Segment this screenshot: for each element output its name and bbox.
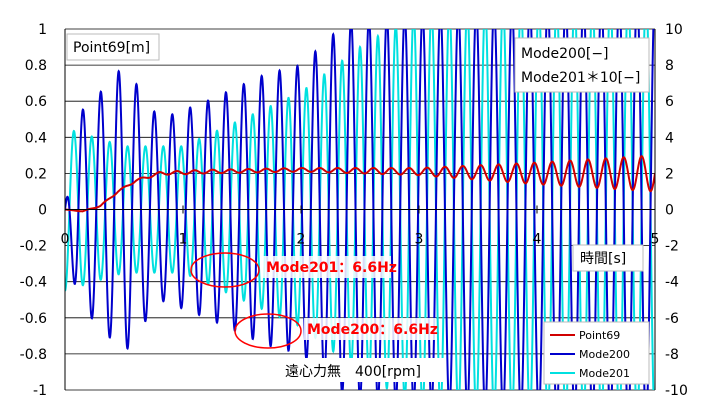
x-tick-label: 3 <box>415 232 424 248</box>
y-right-tick-label: 4 <box>665 130 674 146</box>
y-left-tick-label: -0.4 <box>20 275 47 291</box>
y-right-tick-label: -8 <box>665 347 679 363</box>
y-right-tick-label: -10 <box>665 383 688 399</box>
annotation-ellipse <box>234 313 302 349</box>
x-tick-label: 5 <box>651 232 660 248</box>
y-right-tick-label: -4 <box>665 275 679 291</box>
grid <box>65 28 655 391</box>
legend: Point69 Mode200 Mode201 <box>543 321 650 385</box>
series-layer <box>65 29 655 390</box>
series-line-point69 <box>65 155 655 213</box>
series-line-mode201 <box>65 29 655 390</box>
x-tick-label: 1 <box>179 232 188 248</box>
x-axis-label: 時間[s] <box>580 251 626 267</box>
annotation-mode201: Mode201：6.6Hz <box>190 252 397 288</box>
footnote-box: 遠心力無 400[rpm] <box>277 358 445 382</box>
y-right-tick-label: 6 <box>665 94 674 110</box>
legend-label: Mode201 <box>579 367 630 380</box>
annotation-mode200-text: Mode200：6.6Hz <box>307 322 438 338</box>
x-label-box: 時間[s] <box>572 244 644 272</box>
y-right-tick-label: -2 <box>665 239 679 255</box>
x-tick-label: 0 <box>61 232 70 248</box>
y-left-tick-label: -0.2 <box>20 239 47 255</box>
annotation-ellipse <box>190 252 260 288</box>
legend-item-mode201: Mode201 <box>550 367 630 380</box>
tick-labels: 1 100.8 80.6 60.4 40.2 20 0-0.2 -2-0.4 -4-0.6 -6-… <box>20 22 688 399</box>
footnote: 遠心力無 400[rpm] <box>285 364 421 380</box>
y-left-tick-label: 0.8 <box>25 58 47 74</box>
legend-item-point69: Point69 <box>550 329 620 342</box>
y-left-tick-label: 1 <box>38 22 47 38</box>
series-line-mode200 <box>65 29 655 390</box>
y-right-label-line1: Mode200[−] <box>521 46 609 62</box>
y-left-tick-label: 0 <box>38 203 47 219</box>
y-right-tick-label: 10 <box>665 22 683 38</box>
y-left-tick-label: -0.8 <box>20 347 47 363</box>
legend-label: Mode200 <box>579 348 630 361</box>
y-right-label-line2: Mode201＊10[−] <box>521 70 640 86</box>
y-right-label-box: Mode200[−] Mode201＊10[−] <box>514 37 650 93</box>
axes <box>64 29 656 390</box>
y-left-tick-label: 0.4 <box>25 130 47 146</box>
annotation-mode201-text: Mode201：6.6Hz <box>266 260 397 276</box>
y-right-tick-label: 2 <box>665 166 674 182</box>
x-tick-label: 4 <box>533 232 542 248</box>
annotation-mode200: Mode200：6.6Hz <box>234 313 438 349</box>
x-tick-label: 2 <box>297 232 306 248</box>
legend-label: Point69 <box>579 329 620 342</box>
y-left-tick-label: 0.2 <box>25 166 47 182</box>
legend-item-mode200: Mode200 <box>550 348 630 361</box>
y-right-tick-label: -6 <box>665 311 679 327</box>
y-left-tick-label: -0.6 <box>20 311 47 327</box>
y-right-tick-label: 8 <box>665 58 674 74</box>
y-left-label: Point69[m] <box>73 40 150 56</box>
y-left-tick-label: -1 <box>33 383 47 399</box>
y-left-label-box: Point69[m] <box>66 33 160 61</box>
y-right-tick-label: 0 <box>665 203 674 219</box>
y-left-tick-label: 0.6 <box>25 94 47 110</box>
